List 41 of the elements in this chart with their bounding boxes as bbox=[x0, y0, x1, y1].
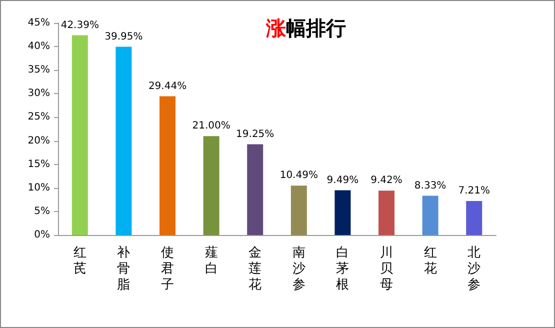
bar bbox=[247, 144, 264, 235]
data-label: 8.33% bbox=[414, 180, 446, 192]
data-label: 9.49% bbox=[326, 174, 359, 186]
x-tick-label: 红芪 bbox=[73, 246, 86, 276]
bar bbox=[466, 201, 482, 235]
x-tick-label: 红花 bbox=[424, 246, 437, 276]
bar bbox=[334, 190, 351, 235]
x-tick-label: 薤白 bbox=[204, 246, 218, 276]
data-label: 7.21% bbox=[458, 186, 490, 197]
y-tick-label: 25% bbox=[28, 112, 50, 123]
y-tick-label: 0% bbox=[34, 230, 50, 240]
y-tick-label: 5% bbox=[34, 206, 50, 217]
data-label: 39.95% bbox=[104, 31, 143, 42]
data-label: 19.25% bbox=[236, 128, 274, 140]
x-tick-label: 北沙参 bbox=[468, 246, 481, 292]
x-tick-label: 使君子 bbox=[161, 246, 174, 292]
data-label: 9.42% bbox=[370, 175, 402, 186]
data-label: 21.00% bbox=[192, 120, 230, 132]
y-tick-label: 35% bbox=[28, 64, 50, 76]
chart-title: 涨幅排行 bbox=[265, 16, 346, 40]
bar bbox=[116, 46, 132, 235]
data-label: 42.39% bbox=[60, 20, 99, 31]
bar bbox=[72, 35, 88, 235]
x-tick-label: 补骨脂 bbox=[117, 246, 130, 292]
bar bbox=[290, 186, 307, 235]
x-tick-label: 金莲花 bbox=[248, 246, 262, 292]
y-tick-label: 20% bbox=[28, 135, 50, 146]
bar bbox=[378, 190, 394, 235]
bar bbox=[160, 96, 176, 235]
x-tick-label: 白茅根 bbox=[336, 246, 350, 292]
y-tick-label: 10% bbox=[28, 182, 50, 194]
y-tick-label: 15% bbox=[28, 158, 50, 170]
data-label: 29.44% bbox=[148, 80, 187, 92]
data-label: 10.49% bbox=[280, 170, 318, 182]
x-tick-label: 南沙参 bbox=[292, 246, 306, 292]
bar bbox=[422, 196, 438, 235]
y-tick-label: 30% bbox=[28, 88, 50, 100]
x-tick-label: 川贝母 bbox=[380, 246, 393, 292]
y-tick-label: 40% bbox=[28, 41, 50, 52]
bar bbox=[203, 136, 220, 235]
y-tick-label: 45% bbox=[28, 18, 50, 28]
